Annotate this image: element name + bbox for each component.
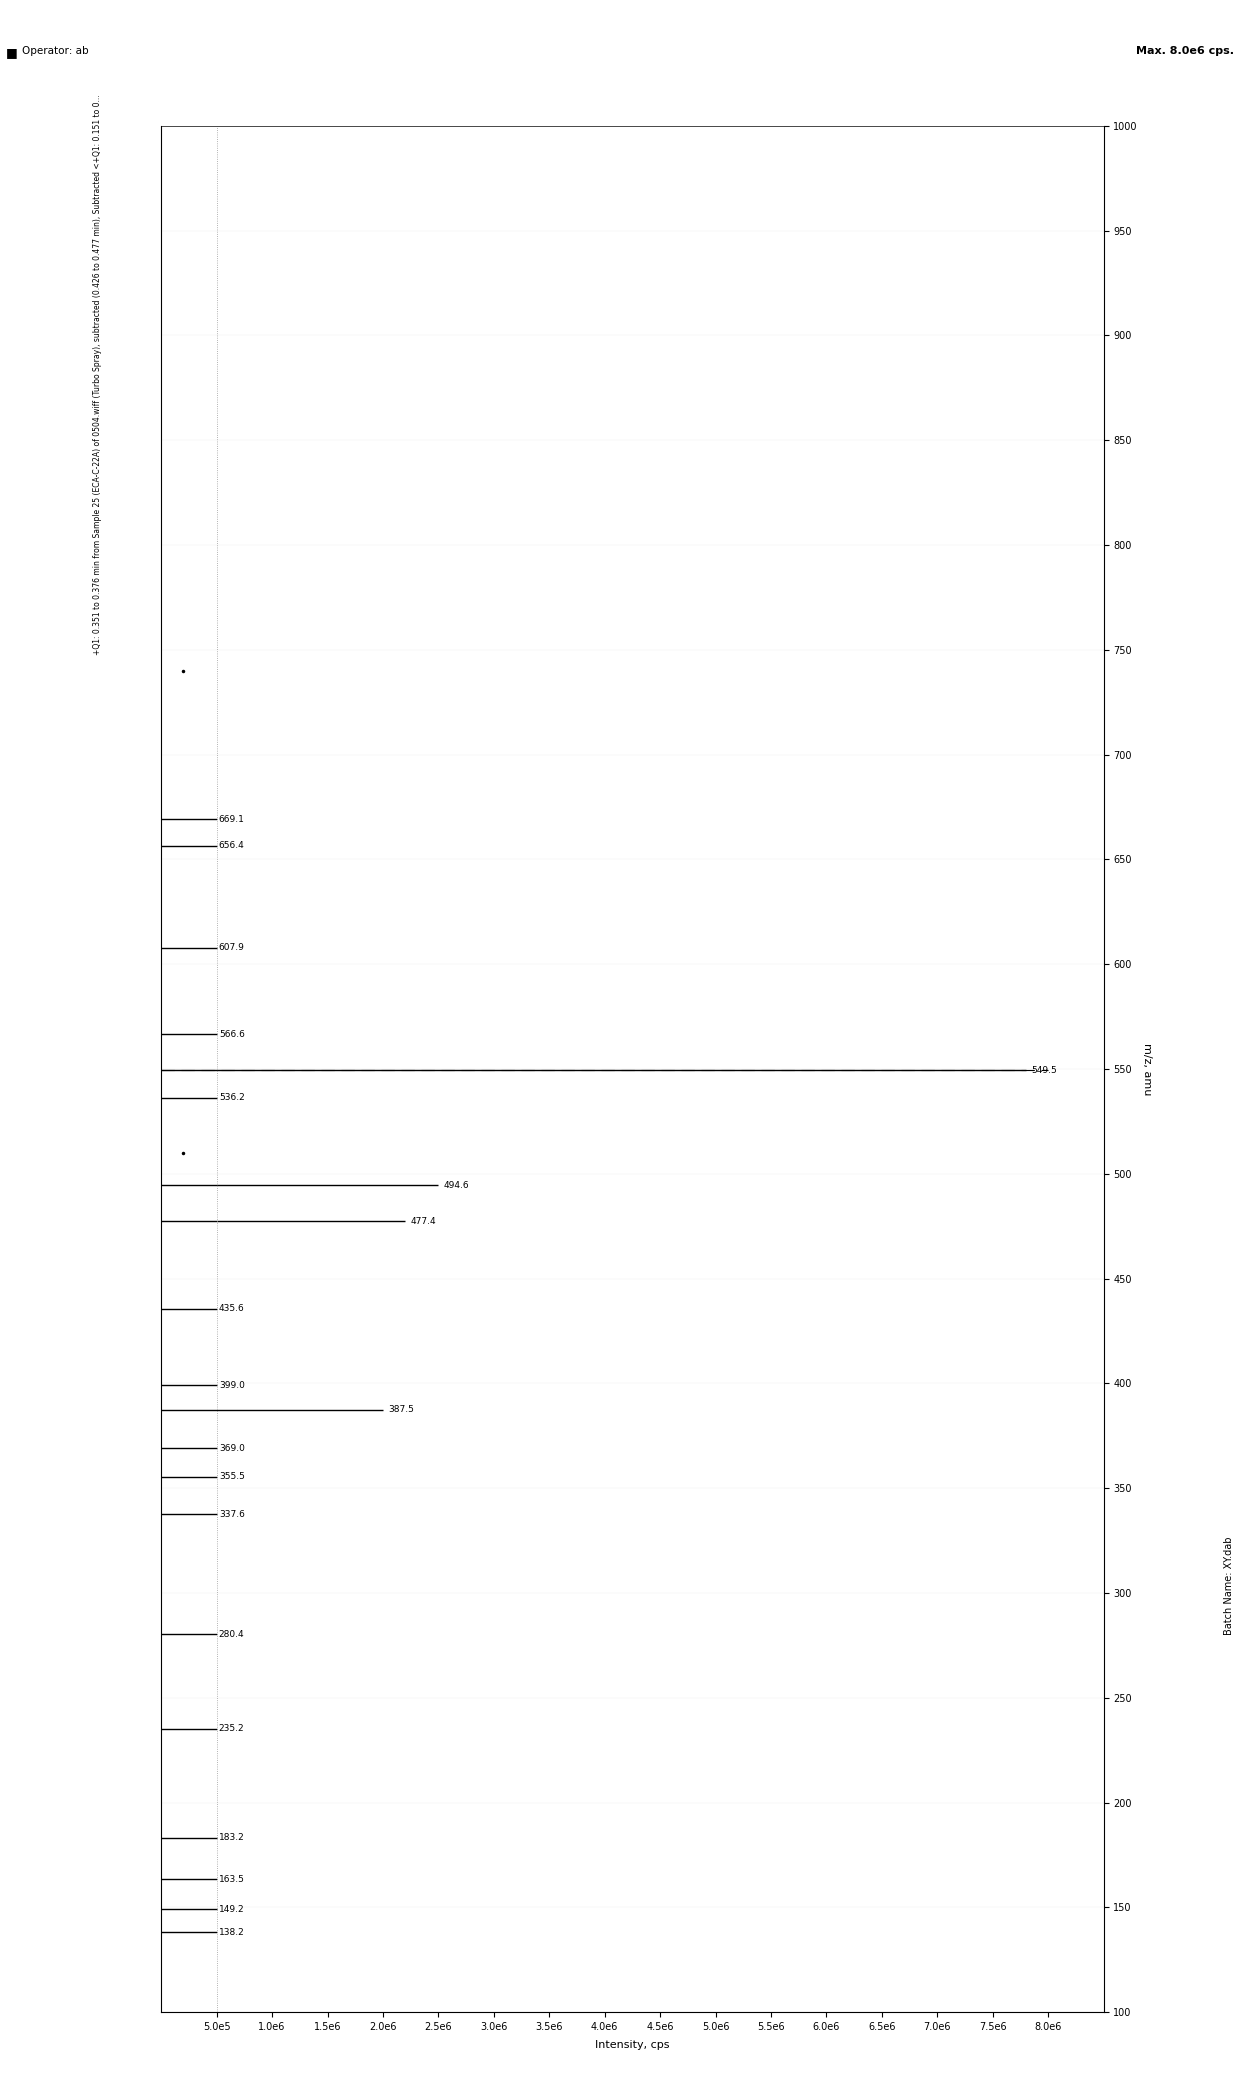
Text: 607.9: 607.9 (218, 943, 244, 952)
Text: 355.5: 355.5 (218, 1471, 244, 1482)
Text: 399.0: 399.0 (218, 1381, 244, 1390)
Text: 337.6: 337.6 (218, 1509, 244, 1520)
Text: 149.2: 149.2 (218, 1905, 244, 1914)
Text: 494.6: 494.6 (444, 1180, 470, 1191)
Text: Batch Name: XY.dab: Batch Name: XY.dab (1224, 1536, 1234, 1635)
Text: 163.5: 163.5 (218, 1874, 244, 1884)
Text: 549.5: 549.5 (1032, 1065, 1058, 1075)
Text: 387.5: 387.5 (388, 1404, 414, 1415)
Y-axis label: m/z, amu: m/z, amu (1142, 1044, 1152, 1094)
Text: 235.2: 235.2 (218, 1725, 244, 1733)
Text: 183.2: 183.2 (218, 1834, 244, 1842)
Text: Max. 8.0e6 cps.: Max. 8.0e6 cps. (1136, 46, 1234, 57)
Text: +Q1: 0.351 to 0.376 min from Sample 25 (ECA-C-22A) of 0504.wiff (Turbo Spray), s: +Q1: 0.351 to 0.376 min from Sample 25 (… (93, 94, 102, 654)
Text: 669.1: 669.1 (218, 815, 244, 824)
Text: Operator: ab: Operator: ab (22, 46, 89, 57)
Text: 369.0: 369.0 (218, 1444, 244, 1453)
Text: 656.4: 656.4 (218, 840, 244, 851)
X-axis label: Intensity, cps: Intensity, cps (595, 2039, 670, 2050)
Text: 280.4: 280.4 (218, 1629, 244, 1639)
Text: 138.2: 138.2 (218, 1928, 244, 1937)
Text: 435.6: 435.6 (218, 1304, 244, 1314)
Text: 536.2: 536.2 (218, 1094, 244, 1102)
Text: ■: ■ (6, 46, 17, 59)
Text: 477.4: 477.4 (410, 1216, 436, 1226)
Text: 566.6: 566.6 (218, 1029, 244, 1040)
